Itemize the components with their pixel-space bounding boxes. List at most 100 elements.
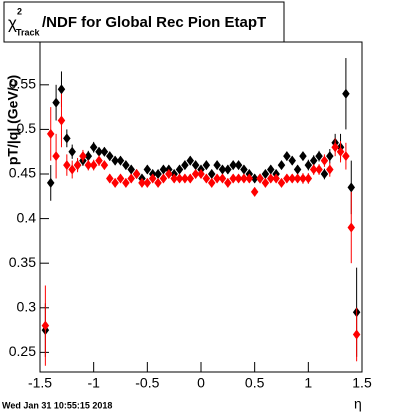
marker: [288, 155, 296, 166]
marker: [68, 164, 76, 175]
marker: [186, 155, 195, 166]
marker: [320, 155, 329, 166]
marker: [309, 155, 318, 166]
marker: [122, 160, 130, 171]
plot-area: 0.25 0.3 0.35 0.4 0.45 0.5 0.55 -1.5 -1 -0.5 0 0.5 1…: [9, 58, 372, 391]
x-tick-label: 0.5: [245, 375, 265, 391]
marker: [95, 155, 103, 166]
marker: [336, 146, 345, 157]
marker: [68, 146, 76, 157]
marker: [347, 222, 356, 233]
marker: [283, 173, 291, 184]
marker: [127, 164, 135, 175]
marker: [46, 177, 55, 188]
marker: [148, 173, 157, 184]
marker: [57, 84, 66, 95]
marker: [299, 173, 307, 184]
marker: [79, 151, 87, 162]
x-tick-label: -0.5: [135, 375, 159, 391]
marker: [191, 160, 200, 171]
marker: [202, 173, 211, 184]
x-axis-label: η: [354, 396, 362, 412]
marker: [229, 160, 237, 171]
marker: [224, 164, 232, 175]
marker: [267, 164, 275, 175]
marker: [106, 151, 114, 162]
marker: [106, 173, 114, 184]
marker: [218, 164, 227, 175]
marker: [116, 155, 125, 166]
marker: [288, 173, 296, 184]
marker: [240, 173, 248, 184]
marker: [100, 146, 109, 157]
marker: [122, 177, 130, 188]
series: [41, 58, 361, 357]
marker: [143, 164, 152, 175]
marker: [207, 177, 216, 188]
marker: [143, 177, 152, 188]
marker: [352, 329, 361, 340]
x-tick-label: 1: [304, 375, 312, 391]
marker: [347, 182, 356, 193]
marker: [213, 160, 221, 171]
marker: [261, 169, 270, 179]
marker: [250, 186, 259, 197]
x-tick-label: -1: [87, 375, 100, 391]
x-tick-label: -1.5: [28, 375, 52, 391]
marker: [342, 151, 350, 162]
marker: [342, 88, 350, 99]
marker: [202, 160, 211, 171]
title-subscript: Track: [16, 27, 41, 37]
marker: [57, 115, 66, 126]
marker: [127, 173, 135, 184]
marker: [234, 160, 243, 171]
title-superscript: 2: [17, 6, 22, 16]
marker: [197, 169, 205, 179]
marker: [229, 173, 237, 184]
marker: [138, 177, 146, 188]
marker: [89, 160, 98, 171]
marker: [73, 160, 82, 171]
marker: [304, 173, 313, 184]
marker: [304, 160, 313, 171]
y-tick-label: 0.35: [9, 254, 36, 270]
title-symbol: χ: [8, 13, 17, 32]
marker: [186, 173, 195, 184]
title-text: /NDF for Global Rec Pion EtapT: [42, 14, 266, 31]
marker: [326, 151, 334, 162]
marker: [267, 173, 275, 184]
y-axis-label: pT/|q| (GeV/c): [5, 75, 21, 165]
title-box: [3, 1, 285, 43]
marker: [181, 160, 189, 171]
marker: [213, 173, 221, 184]
marker: [111, 155, 119, 166]
marker: [309, 164, 318, 175]
marker: [272, 173, 280, 184]
marker: [159, 164, 168, 175]
marker: [315, 164, 323, 175]
marker: [63, 133, 71, 144]
y-tick-label: 0.4: [17, 209, 37, 225]
marker: [52, 97, 60, 108]
marker: [207, 169, 216, 179]
x-tick-label: 1.5: [352, 375, 372, 391]
marker: [154, 177, 162, 188]
marker: [41, 320, 50, 331]
marker: [293, 164, 302, 175]
y-tick-label: 0.55: [9, 76, 36, 92]
marker: [234, 173, 243, 184]
marker: [256, 173, 264, 184]
y-tick-label: 0.5: [17, 120, 37, 136]
y-tick-label: 0.3: [17, 298, 37, 314]
marker: [100, 160, 109, 171]
marker: [320, 169, 329, 179]
y-tick-label: 0.25: [9, 343, 36, 359]
marker: [277, 177, 286, 188]
marker: [63, 160, 71, 171]
marker: [46, 128, 55, 139]
footer-date: Wed Jan 31 10:55:15 2018: [2, 400, 112, 410]
marker: [84, 151, 93, 162]
marker: [326, 164, 334, 175]
marker: [240, 164, 248, 175]
